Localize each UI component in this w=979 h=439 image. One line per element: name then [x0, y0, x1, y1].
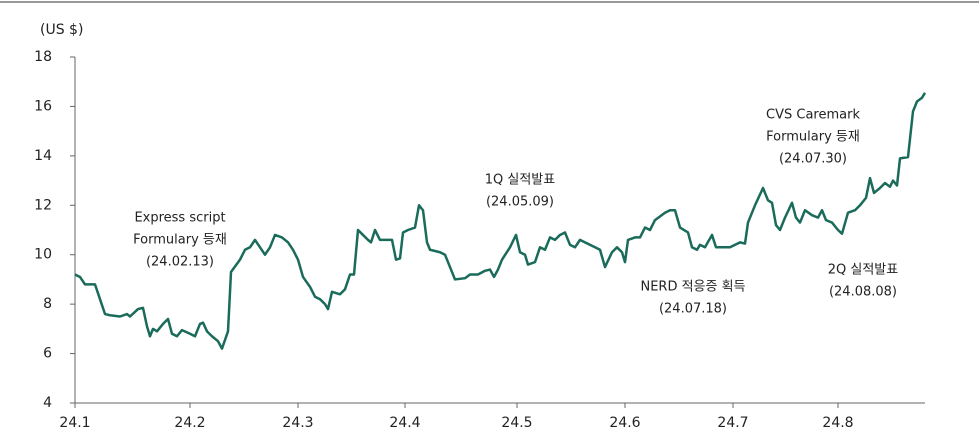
- annotation: Express script: [134, 211, 225, 226]
- annotation: NERD 적응증 획득: [640, 280, 745, 295]
- y-tick-label: 6: [43, 346, 52, 362]
- annotation: 1Q 실적발표: [485, 173, 556, 188]
- price-line: [74, 92, 927, 350]
- y-tick-label: 16: [34, 98, 52, 114]
- y-tick-label: 4: [43, 395, 52, 411]
- x-tick-label: 24.2: [174, 415, 205, 431]
- x-tick-label: 24.7: [717, 415, 748, 431]
- y-tick-label: 12: [34, 197, 52, 213]
- annotation: 2Q 실적발표: [828, 263, 899, 278]
- annotation: Formulary 등재: [766, 130, 860, 145]
- x-tick-label: 24.8: [822, 415, 853, 431]
- y-tick-label: 18: [34, 49, 52, 65]
- x-tick-label: 24.5: [501, 415, 532, 431]
- annotation: (24.02.13): [146, 255, 214, 270]
- annotation: (24.07.18): [659, 302, 727, 317]
- annotation: CVS Caremark: [766, 108, 860, 123]
- x-tick-label: 24.6: [609, 415, 640, 431]
- annotation: (24.05.09): [486, 195, 554, 210]
- x-tick-label: 24.4: [389, 415, 420, 431]
- x-tick-label: 24.3: [282, 415, 313, 431]
- y-unit: (US $): [40, 22, 83, 38]
- y-tick-label: 14: [34, 148, 52, 164]
- x-tick-label: 24.1: [59, 415, 90, 431]
- annotation: Formulary 등재: [133, 233, 227, 248]
- y-tick-label: 10: [34, 247, 52, 263]
- annotation: (24.08.08): [829, 285, 897, 300]
- y-tick-label: 8: [43, 296, 52, 312]
- annotation: (24.07.30): [779, 152, 847, 167]
